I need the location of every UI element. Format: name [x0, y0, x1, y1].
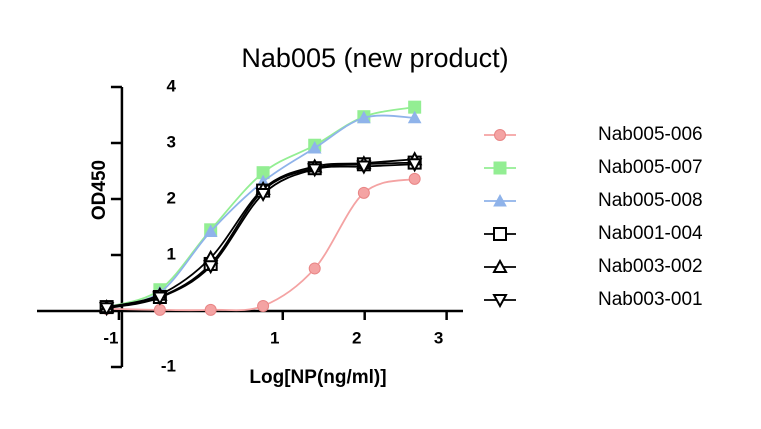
y-axis-label: OD450: [89, 160, 110, 220]
legend-marker: [493, 161, 507, 175]
x-tick-label: 3: [434, 328, 443, 347]
y-tick-label: -1: [161, 356, 176, 375]
x-tick-label: 1: [270, 328, 279, 347]
legend-label: Nab005-008: [598, 190, 703, 211]
data-point: [204, 303, 217, 316]
x-axis-label: Log[NP(ng/ml)]: [249, 367, 386, 388]
data-point: [202, 260, 219, 275]
y-tick-label: 3: [167, 132, 176, 151]
data-point: [257, 299, 270, 312]
data-point: [408, 172, 421, 185]
legend-label: Nab003-002: [598, 256, 703, 277]
legend-marker: [492, 294, 508, 309]
y-tick-label: 1: [167, 244, 176, 263]
data-point: [407, 110, 422, 124]
data-point: [255, 187, 271, 203]
x-tick-label: 2: [352, 328, 361, 347]
legend-label: Nab003-001: [598, 289, 703, 310]
data-point: [357, 110, 371, 124]
data-point: [308, 262, 321, 275]
legend-label: Nab005-006: [598, 124, 703, 145]
y-tick-label: 2: [167, 188, 176, 207]
chart-title: Nab005 (new product): [241, 43, 508, 73]
legend-marker: [492, 258, 508, 273]
legend-marker: [493, 227, 507, 241]
data-point: [356, 160, 372, 175]
data-point: [406, 158, 423, 173]
data-point: [153, 303, 166, 316]
data-point: [357, 186, 370, 199]
data-point: [152, 291, 168, 306]
y-tick-label: 4: [167, 76, 177, 95]
legend-label: Nab001-004: [598, 223, 703, 244]
legend-marker: [494, 129, 506, 141]
data-point: [203, 224, 218, 237]
legend-label: Nab005-007: [598, 157, 703, 178]
data-point: [98, 302, 115, 317]
data-point: [307, 140, 322, 154]
legend-marker: [493, 193, 507, 207]
x-tick-label: -1: [103, 328, 118, 347]
series-line: [106, 114, 415, 308]
series-line: [106, 177, 415, 312]
data-point: [307, 163, 323, 178]
series-line: [106, 106, 415, 308]
